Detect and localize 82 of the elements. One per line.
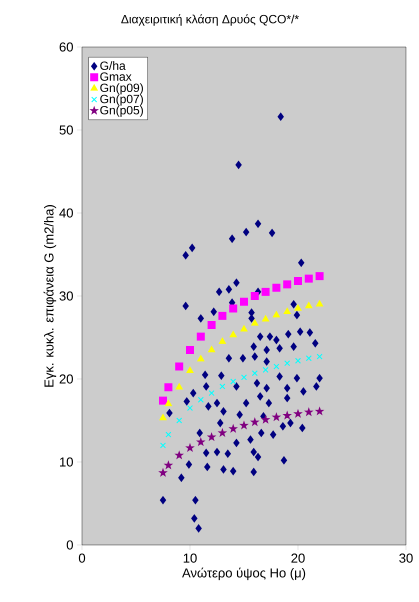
y-axis-title: Εγκ. κυκλ. επιφάνεια G (m2/ha) [44,205,56,387]
x-tick-label: 10 [184,554,197,563]
legend-label: Gn(p07) [100,94,143,106]
point [240,421,248,429]
point [294,277,302,286]
point [294,410,302,418]
point [252,370,258,376]
point [230,331,237,338]
point [305,302,312,308]
point [165,432,172,438]
point [164,383,172,392]
legend-label: G/ha [100,61,126,70]
point [159,414,167,420]
x-tick-label: 0 [78,554,86,563]
point [272,311,280,318]
point [240,298,248,306]
y-tick-label: 40 [59,208,73,218]
point [186,366,194,373]
point [240,325,248,332]
point [198,396,204,403]
point [197,355,204,362]
point [160,442,166,448]
point [208,321,216,330]
point [219,383,226,390]
point [218,428,226,436]
x-tick-label: 20 [291,554,305,563]
point [229,424,238,432]
point [186,346,194,354]
legend-label: Gmax [100,72,132,81]
y-tick-label: 60 [60,42,73,52]
point [304,408,313,416]
y-tick-label: 50 [60,125,73,135]
point [316,407,324,415]
point [262,366,269,373]
point [250,418,259,426]
point [159,396,167,405]
point [218,338,226,344]
point [196,332,205,341]
y-tick-label: 10 [60,457,73,467]
point [164,461,172,469]
point [229,304,238,312]
point [284,308,291,314]
point [316,354,323,360]
point [230,378,236,384]
point [241,374,247,380]
point [208,433,216,440]
point [186,444,194,452]
x-axis-title: Ανώτερο ύψος Ho (μ) [182,568,306,580]
point [272,413,280,421]
point [187,405,193,412]
y-tick-label: 30 [60,291,73,301]
point [208,390,215,396]
point [306,355,312,362]
point [176,418,182,424]
y-tick-label: 20 [60,374,73,384]
point [262,288,270,296]
point [218,312,226,320]
legend-label: Gn(p05) [100,106,143,117]
point [208,346,216,352]
point [262,416,270,423]
chart-title: Διαχειριτική κλάση Δρυός QCO*/* [121,14,299,26]
point [176,383,183,390]
point [316,300,324,307]
point [316,272,324,280]
point [262,315,270,322]
point [284,360,290,366]
point [294,304,302,311]
point [196,438,205,446]
point [159,468,167,476]
point [283,280,292,288]
point [164,400,172,406]
point [175,362,184,371]
point [295,358,301,364]
legend-label: Gn(p09) [100,83,143,94]
point [283,412,292,419]
point [304,274,313,283]
point [250,292,259,300]
y-tick-label: 0 [66,540,73,550]
x-tick-label: 30 [399,554,413,563]
point [273,364,280,370]
point [175,451,184,459]
point [272,284,280,292]
